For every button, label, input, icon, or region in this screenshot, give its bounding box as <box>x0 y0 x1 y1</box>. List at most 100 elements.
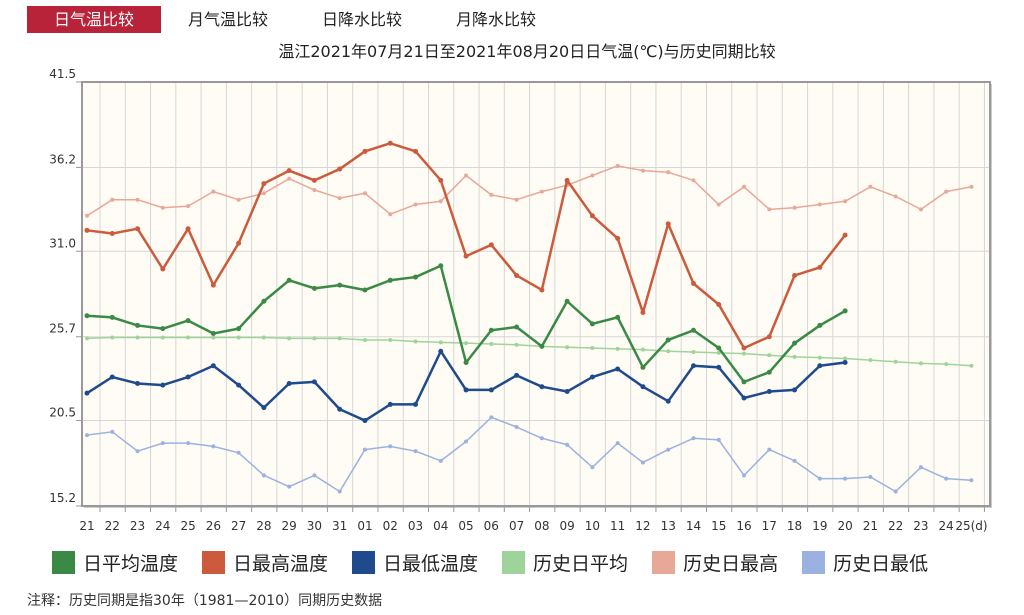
data-point <box>690 327 696 333</box>
data-point <box>716 345 722 351</box>
data-point <box>564 177 570 183</box>
legend-item[interactable]: 历史日最高 <box>652 549 778 576</box>
data-point <box>236 450 241 455</box>
data-point <box>287 176 292 181</box>
y-tick-label: 15.2 <box>49 491 76 505</box>
x-tick-label: 02 <box>383 519 398 533</box>
data-point <box>817 264 823 270</box>
data-point <box>666 349 671 354</box>
data-point <box>135 335 140 340</box>
data-point <box>413 449 418 454</box>
data-point <box>312 473 317 478</box>
data-point <box>488 242 494 248</box>
y-tick-label: 20.5 <box>49 406 76 420</box>
data-point <box>539 436 544 441</box>
x-tick-label: 01 <box>357 519 372 533</box>
data-point <box>211 335 216 340</box>
data-point <box>488 327 494 333</box>
data-point <box>362 418 368 424</box>
data-point <box>893 194 898 199</box>
data-point <box>918 361 923 366</box>
data-point <box>716 202 721 207</box>
data-point <box>868 474 873 479</box>
data-point <box>742 184 747 189</box>
data-point <box>387 140 393 146</box>
data-point <box>640 460 645 465</box>
data-point <box>337 196 342 201</box>
data-point <box>842 232 848 238</box>
tab-monthly-temperature[interactable]: 月气温比较 <box>188 10 269 29</box>
data-point <box>160 205 165 210</box>
data-point <box>464 439 469 444</box>
data-point <box>817 363 823 369</box>
data-point <box>615 314 621 320</box>
data-point <box>716 364 722 370</box>
data-point <box>615 163 620 168</box>
data-point <box>590 173 595 178</box>
data-point <box>514 342 519 347</box>
data-point <box>438 458 443 463</box>
data-point <box>868 358 873 363</box>
data-point <box>489 415 494 420</box>
legend: 日平均温度 日最高温度 日最低温度 历史日平均 历史日最高 历史日最低 <box>52 549 952 576</box>
data-point <box>362 148 368 154</box>
series-line <box>86 165 972 217</box>
data-point <box>413 339 418 344</box>
tab-monthly-precipitation[interactable]: 月降水比较 <box>456 10 537 29</box>
x-tick-label: 13 <box>661 519 676 533</box>
data-point <box>716 350 721 355</box>
y-tick-label: 25.7 <box>49 322 76 336</box>
data-point <box>110 197 115 202</box>
data-point <box>665 337 671 343</box>
legend-item[interactable]: 历史日平均 <box>502 549 628 576</box>
legend-item[interactable]: 历史日最低 <box>802 549 928 576</box>
data-point <box>741 379 747 385</box>
legend-label: 历史日平均 <box>533 553 629 575</box>
data-point <box>337 282 343 288</box>
data-point <box>211 444 216 449</box>
data-point <box>287 336 292 341</box>
x-tick-label: 26 <box>206 519 221 533</box>
data-point <box>792 205 797 210</box>
chart-title: 温江2021年07月21日至2021年08月20日日气温(℃)与历史同期比较 <box>278 42 776 61</box>
x-tick-label: 07 <box>509 519 524 533</box>
data-point <box>236 335 241 340</box>
data-point <box>741 395 747 401</box>
data-point <box>110 335 115 340</box>
data-point <box>817 476 822 481</box>
data-point <box>666 447 671 452</box>
data-point <box>944 362 949 367</box>
temperature-line-chart: 15.2 20.5 25.7 31.0 36.2 41.5 21 22 23 24 25 26 27 28… <box>49 67 992 533</box>
data-point <box>539 384 545 390</box>
data-point <box>792 458 797 463</box>
data-point <box>312 336 317 341</box>
data-point <box>767 447 772 452</box>
data-point <box>893 489 898 494</box>
data-point <box>565 442 570 447</box>
x-tick-label: 10 <box>585 519 600 533</box>
x-tick-label: 06 <box>484 519 499 533</box>
data-point <box>185 318 191 324</box>
data-point <box>135 322 141 328</box>
tab-daily-temperature[interactable]: 日气温比较 <box>27 6 162 33</box>
tab-daily-precipitation[interactable]: 日降水比较 <box>322 10 403 29</box>
x-tick-label: 14 <box>686 519 701 533</box>
legend-item[interactable]: 日平均温度 <box>52 549 178 576</box>
x-tick-label: 05 <box>458 519 473 533</box>
x-tick-label: 17 <box>762 519 777 533</box>
data-point <box>438 177 444 183</box>
x-tick-label: 20 <box>837 519 852 533</box>
legend-item[interactable]: 日最低温度 <box>352 549 478 576</box>
data-point <box>387 277 393 283</box>
data-point <box>388 444 393 449</box>
data-point <box>665 398 671 404</box>
x-tick-label: 09 <box>559 519 574 533</box>
data-point <box>135 380 141 386</box>
data-point <box>210 363 216 369</box>
legend-item[interactable]: 日最高温度 <box>202 549 328 576</box>
data-point <box>261 298 267 304</box>
x-tick-label: 25(d) <box>955 519 987 533</box>
data-point <box>211 189 216 194</box>
data-point <box>792 387 798 393</box>
data-point <box>539 287 545 293</box>
